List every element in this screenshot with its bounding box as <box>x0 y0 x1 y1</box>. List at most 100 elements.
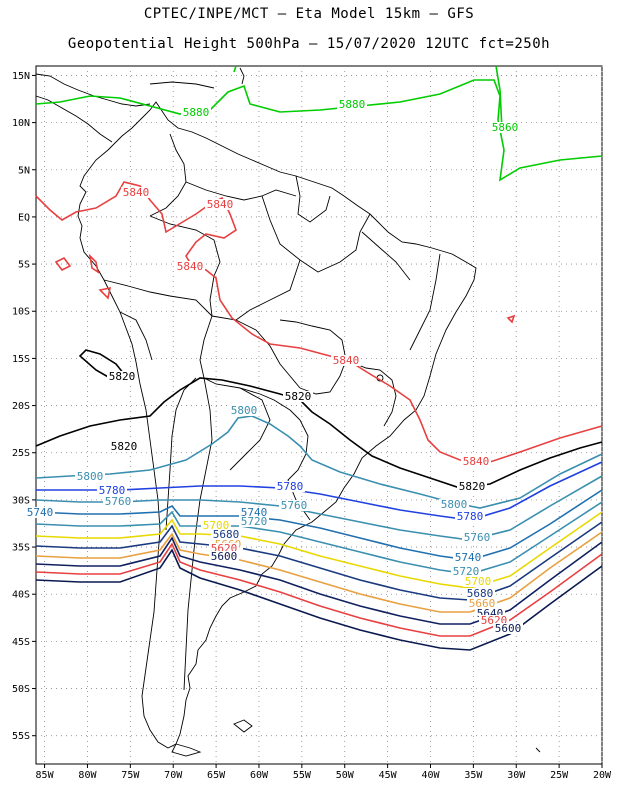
contour-5840 <box>506 314 516 324</box>
contour-label-bg <box>279 500 309 511</box>
contour-5740 <box>35 489 603 561</box>
contour-5600 <box>35 548 603 651</box>
axis-labels: 15N 10N 5N EQ 5S 10S 15S 20S 25S 30S 35S 40S 45S 50S 5… <box>12 71 612 781</box>
contour-label-5840: 5840 <box>123 186 150 199</box>
contour-label-bg <box>109 441 139 452</box>
lon-label: 50W <box>336 770 355 781</box>
contour-label-bg <box>493 623 523 634</box>
contour-5720 <box>35 501 603 575</box>
contour-label-5740: 5740 <box>455 551 482 564</box>
contour-label-5760: 5760 <box>105 495 132 508</box>
contour-label-bg <box>479 615 509 626</box>
contour-label-bg <box>181 107 211 118</box>
contour-label-5780: 5780 <box>99 484 126 497</box>
contour-label-bg <box>455 511 485 522</box>
contour-label-bg <box>201 520 231 531</box>
contour-label-bg <box>229 405 259 416</box>
contour-label-5720: 5720 <box>241 515 268 528</box>
contour-label-5740: 5740 <box>241 506 268 519</box>
lat-label: 30S <box>12 495 30 506</box>
contour-5760 <box>35 475 603 541</box>
lon-label: 75W <box>121 770 140 781</box>
lat-label: 35S <box>12 543 30 554</box>
lon-label: 35W <box>464 770 483 781</box>
contour-5840 <box>54 256 72 272</box>
contour-5840 <box>88 253 100 274</box>
lon-label: 30W <box>507 770 526 781</box>
contour-label-bg <box>467 598 497 609</box>
lon-label: 20W <box>593 770 612 781</box>
contour-label-bg <box>490 122 520 133</box>
contour-label-5680: 5680 <box>213 528 240 541</box>
contour-label-5740: 5740 <box>27 506 54 519</box>
contour-label-5700: 5700 <box>465 575 492 588</box>
contour-label-bg <box>283 391 313 402</box>
contour-label-bg <box>205 199 235 210</box>
coastline <box>35 67 541 757</box>
contour-label-bg <box>121 187 151 198</box>
lat-label: 45S <box>12 637 30 648</box>
contour-5820 <box>35 377 603 489</box>
contour-5840 <box>98 286 112 300</box>
lat-label: 10S <box>12 307 30 318</box>
contour-label-5780: 5780 <box>277 480 304 493</box>
contour-label-5600: 5600 <box>211 550 238 563</box>
contour-5860 <box>495 65 503 131</box>
contour-label-5820: 5820 <box>111 440 138 453</box>
contour-label-bg <box>465 588 495 599</box>
contour-label-5760: 5760 <box>281 499 308 512</box>
lat-label: 20S <box>12 401 30 412</box>
lon-label: 65W <box>207 770 226 781</box>
lon-label: 85W <box>36 770 55 781</box>
contour-label-bg <box>453 552 483 563</box>
lat-label: 5N <box>18 165 30 176</box>
contour-label-5880: 5880 <box>339 98 366 111</box>
contour-label-bg <box>457 481 487 492</box>
contour-label-bg <box>463 576 493 587</box>
contour-label-5600: 5600 <box>495 622 522 635</box>
contour-label-bg <box>275 481 305 492</box>
contour-label-5660: 5660 <box>469 597 496 610</box>
contour-label-bg <box>337 99 367 110</box>
contour-5880 <box>233 65 237 73</box>
lat-label: 5S <box>18 260 30 271</box>
contour-label-bg <box>25 507 55 518</box>
contour-5780 <box>36 461 603 521</box>
lon-label: 25W <box>550 770 569 781</box>
contour-label-bg <box>97 485 127 496</box>
contour-label-bg <box>475 608 505 619</box>
lat-label: 10N <box>12 118 30 129</box>
lat-label: 25S <box>12 448 30 459</box>
contour-label-bg <box>175 261 205 272</box>
contour-label-5700: 5700 <box>203 519 230 532</box>
contour-label-5820: 5820 <box>285 390 312 403</box>
contour-label-bg <box>211 529 241 540</box>
contour-label-bg <box>75 471 105 482</box>
contour-label-5840: 5840 <box>207 198 234 211</box>
contour-label-bg <box>239 516 269 527</box>
contour-label-5680: 5680 <box>467 587 494 600</box>
title-line-2: Geopotential Height 500hPa – 15/07/2020 … <box>67 36 551 52</box>
contour-label-5840: 5840 <box>333 354 360 367</box>
lon-label: 55W <box>293 770 312 781</box>
contour-label-bg <box>461 456 491 467</box>
lon-label: 45W <box>379 770 398 781</box>
contour-label-5840: 5840 <box>177 260 204 273</box>
contour-label-5800: 5800 <box>231 404 258 417</box>
lon-label: 80W <box>78 770 97 781</box>
contour-label-5760: 5760 <box>464 531 491 544</box>
lat-label: 50S <box>12 684 30 695</box>
contour-label-bg <box>439 499 469 510</box>
contour-label-5800: 5800 <box>441 498 468 511</box>
contour-label-5840: 5840 <box>463 455 490 468</box>
lat-label: 15N <box>12 71 30 82</box>
contour-label-5800: 5800 <box>77 470 104 483</box>
contour-label-5880: 5880 <box>183 106 210 119</box>
contour-labels: 5880 5880 5860 5840 5840 5840 5840 5840 5820 5820… <box>25 98 523 635</box>
contour-label-bg <box>331 355 361 366</box>
contour-label-bg <box>103 496 133 507</box>
lon-label: 60W <box>250 770 269 781</box>
contour-label-bg <box>107 371 137 382</box>
contour-label-5820: 5820 <box>459 480 486 493</box>
